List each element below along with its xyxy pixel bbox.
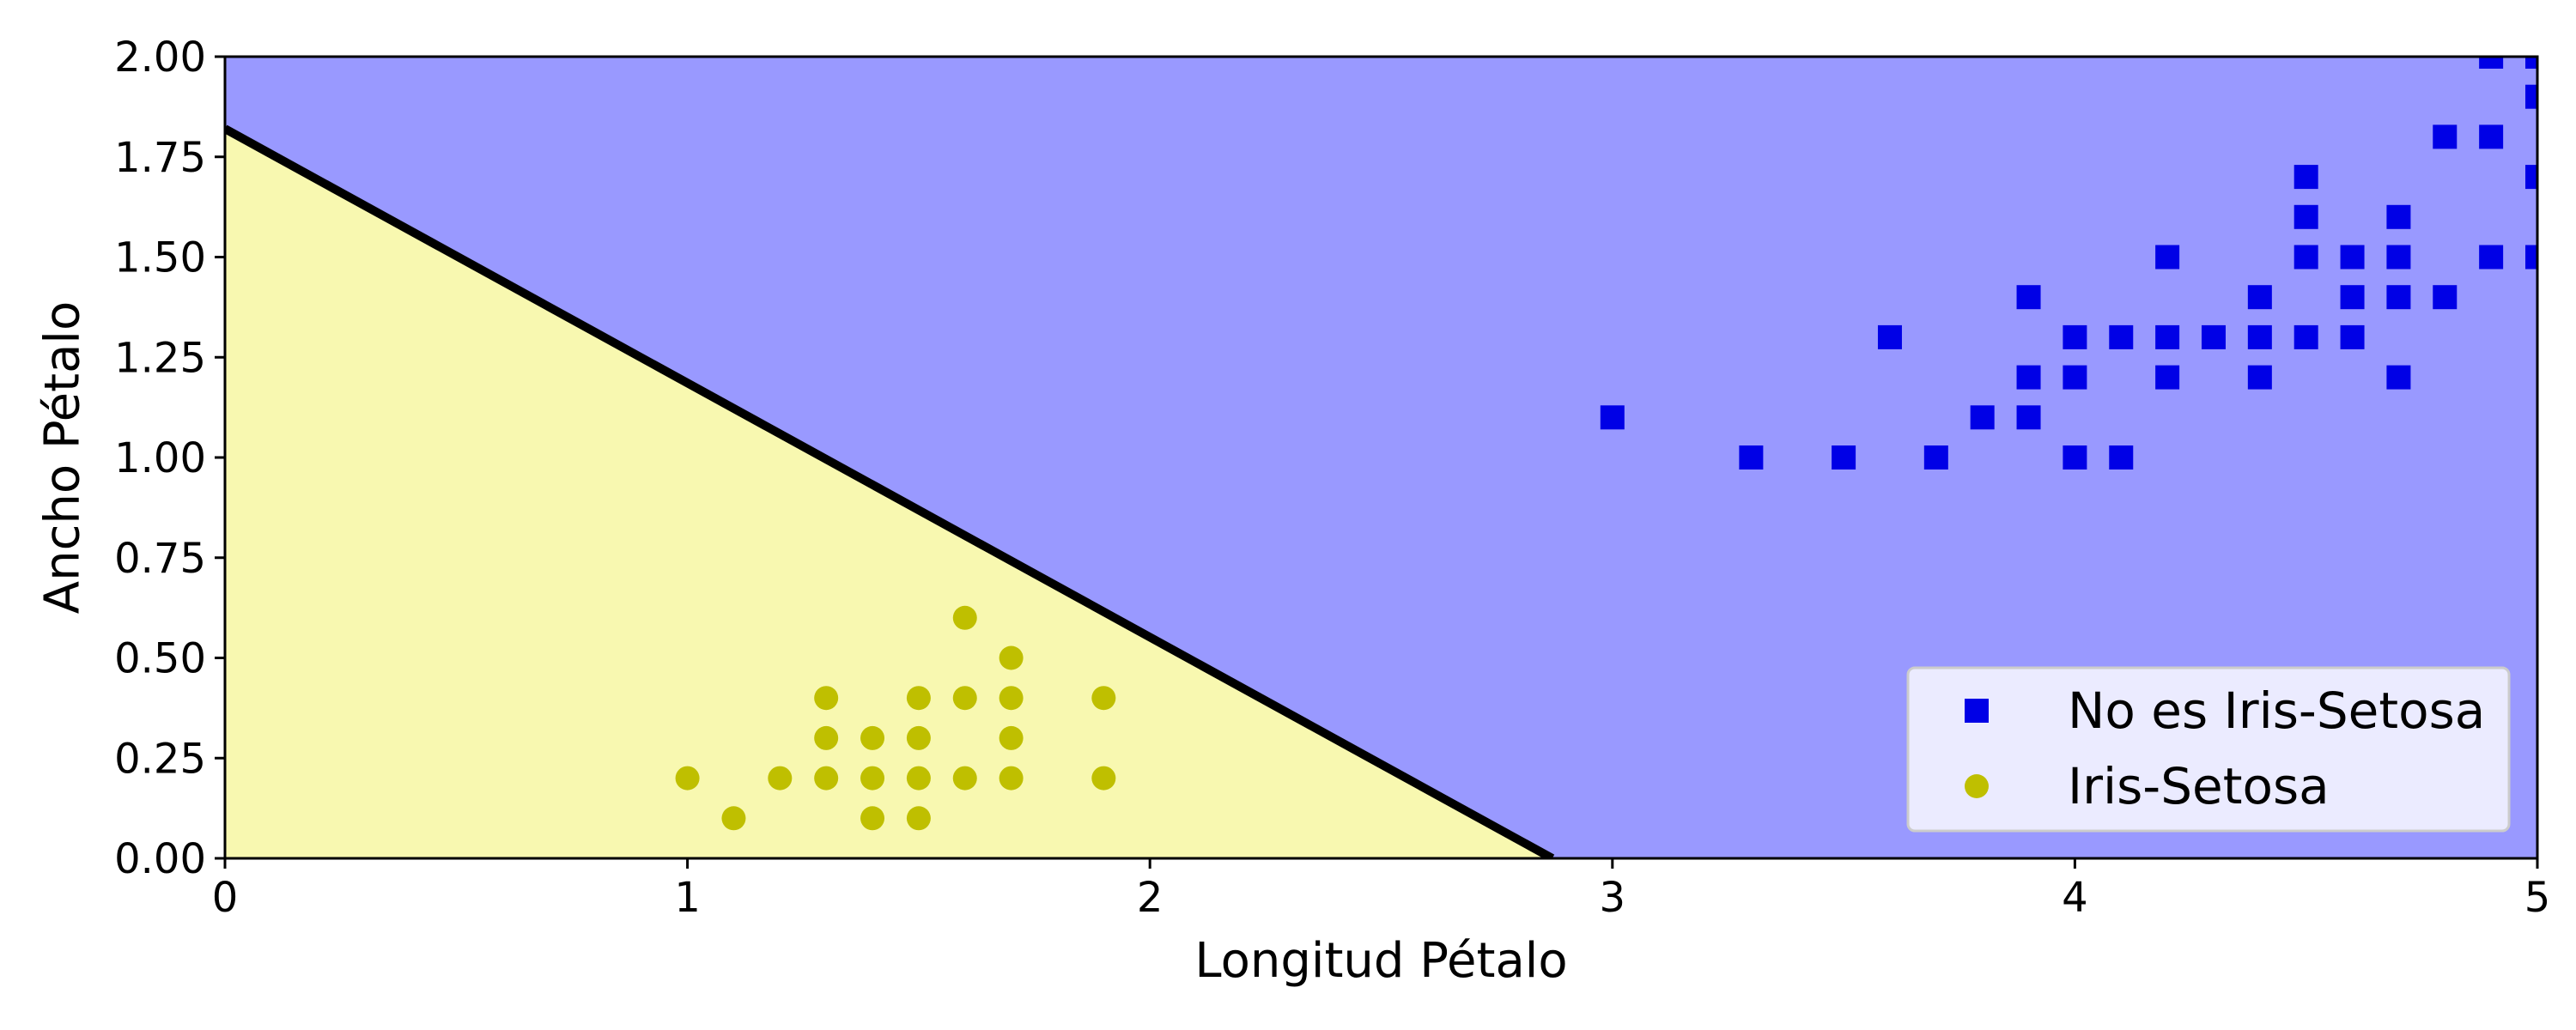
data-point-circle	[999, 645, 1024, 670]
x-tick-label: 2	[1137, 874, 1163, 922]
x-axis-label: Longitud Pétalo	[1194, 933, 1567, 989]
y-tick-label: 1.25	[114, 334, 206, 382]
data-point-square	[2016, 365, 2041, 390]
data-point-square	[2155, 324, 2180, 349]
data-point-square	[2479, 57, 2504, 69]
data-point-square	[2247, 365, 2272, 390]
data-point-circle	[906, 806, 931, 831]
data-point-circle	[999, 686, 1024, 711]
data-point-square	[2340, 285, 2365, 310]
legend: No es Iris-Setosa Iris-Setosa	[1906, 666, 2511, 833]
data-point-square	[2293, 245, 2318, 270]
data-point-circle	[1091, 766, 1116, 791]
data-point-square	[2386, 365, 2411, 390]
legend-box	[1906, 666, 2511, 833]
data-point-square	[2016, 405, 2041, 430]
data-point-square	[2386, 285, 2411, 310]
data-point-square	[2340, 324, 2365, 349]
y-tick-label: 0.25	[114, 735, 206, 783]
decision-boundary-layer	[225, 124, 1555, 858]
data-point-square	[2340, 245, 2365, 270]
decision-boundary-line	[225, 124, 1555, 858]
data-point-square	[1877, 324, 1902, 349]
legend-label: No es Iris-Setosa	[2068, 682, 2485, 740]
data-point-square	[1923, 445, 1948, 470]
data-point-square	[2155, 245, 2180, 270]
data-point-square	[2525, 84, 2537, 109]
data-point-square	[2109, 324, 2134, 349]
data-point-square	[2155, 365, 2180, 390]
data-point-circle	[952, 766, 977, 791]
data-point-square	[2525, 57, 2537, 69]
data-points-layer	[675, 57, 2537, 831]
data-point-circle	[860, 725, 885, 750]
data-point-square	[2479, 245, 2504, 270]
y-tick-label: 0.00	[114, 835, 206, 883]
data-point-circle	[906, 725, 931, 750]
y-tick-label: 1.50	[114, 234, 206, 282]
data-point-circle	[952, 686, 977, 711]
data-point-circle	[814, 686, 839, 711]
data-point-square	[2293, 165, 2318, 190]
axis-labels-layer: Longitud Pétalo Ancho Pétalo	[35, 301, 1568, 989]
data-point-square	[2063, 365, 2087, 390]
data-point-circle	[675, 766, 700, 791]
data-point-square	[2525, 245, 2537, 270]
legend-label: Iris-Setosa	[2068, 757, 2330, 815]
data-point-square	[2063, 445, 2087, 470]
data-point-square	[2201, 324, 2226, 349]
legend-marker-circle	[1965, 774, 1989, 798]
data-point-circle	[721, 806, 746, 831]
data-point-circle	[860, 806, 885, 831]
data-point-square	[2247, 324, 2272, 349]
data-point-square	[2063, 324, 2087, 349]
data-point-square	[2016, 285, 2041, 310]
data-point-square	[1739, 445, 1764, 470]
data-point-square	[2433, 124, 2458, 149]
data-point-square	[1600, 405, 1625, 430]
data-point-square	[2293, 324, 2318, 349]
y-axis-label: Ancho Pétalo	[35, 301, 91, 614]
x-tick-label: 1	[674, 874, 701, 922]
y-tick-label: 1.00	[114, 434, 206, 482]
data-point-circle	[952, 605, 977, 630]
y-tick-label: 2.00	[114, 33, 206, 82]
data-point-circle	[814, 766, 839, 791]
data-point-circle	[1091, 686, 1116, 711]
axis-ticks-layer: 0 1 2 3 4 5 0.00 0.25 0.50 0.75 1.00 1.25 1.50 1.75 2.…	[114, 33, 2550, 922]
data-point-square	[2386, 204, 2411, 229]
data-point-circle	[860, 766, 885, 791]
data-point-circle	[906, 766, 931, 791]
data-point-square	[2386, 245, 2411, 270]
y-tick-label: 1.75	[114, 134, 206, 182]
x-tick-label: 4	[2062, 874, 2088, 922]
data-point-square	[2293, 204, 2318, 229]
data-point-square	[2433, 285, 2458, 310]
data-point-square	[2479, 124, 2504, 149]
data-point-circle	[906, 686, 931, 711]
data-point-circle	[768, 766, 793, 791]
legend-marker-square	[1965, 699, 1989, 723]
data-point-square	[1832, 445, 1856, 470]
x-tick-label: 0	[212, 874, 239, 922]
x-tick-label: 3	[1600, 874, 1626, 922]
y-tick-label: 0.75	[114, 535, 206, 583]
data-point-square	[2525, 165, 2537, 190]
x-tick-label: 5	[2524, 874, 2551, 922]
data-point-circle	[814, 725, 839, 750]
y-tick-label: 0.50	[114, 635, 206, 683]
data-point-square	[2247, 285, 2272, 310]
data-point-circle	[999, 766, 1024, 791]
data-point-square	[1970, 405, 1995, 430]
data-point-square	[2109, 445, 2134, 470]
data-point-circle	[999, 725, 1024, 750]
